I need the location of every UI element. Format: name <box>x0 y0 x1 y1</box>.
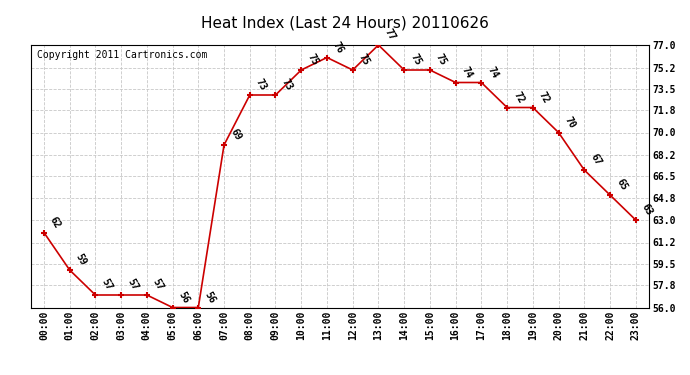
Text: 76: 76 <box>331 39 346 55</box>
Text: 75: 75 <box>306 52 320 67</box>
Text: 67: 67 <box>589 152 603 167</box>
Text: 74: 74 <box>486 64 500 80</box>
Text: 65: 65 <box>614 177 629 192</box>
Text: 72: 72 <box>537 90 551 105</box>
Text: 73: 73 <box>254 77 268 92</box>
Text: Heat Index (Last 24 Hours) 20110626: Heat Index (Last 24 Hours) 20110626 <box>201 15 489 30</box>
Text: 57: 57 <box>99 277 114 292</box>
Text: 63: 63 <box>640 202 654 217</box>
Text: 77: 77 <box>382 27 397 42</box>
Text: 56: 56 <box>202 290 217 305</box>
Text: 57: 57 <box>151 277 166 292</box>
Text: 57: 57 <box>126 277 140 292</box>
Text: 74: 74 <box>460 64 474 80</box>
Text: 75: 75 <box>434 52 448 67</box>
Text: 56: 56 <box>177 290 191 305</box>
Text: 73: 73 <box>279 77 294 92</box>
Text: 72: 72 <box>511 90 526 105</box>
Text: 75: 75 <box>357 52 371 67</box>
Text: 59: 59 <box>74 252 88 267</box>
Text: Copyright 2011 Cartronics.com: Copyright 2011 Cartronics.com <box>37 50 208 60</box>
Text: 62: 62 <box>48 214 63 230</box>
Text: 69: 69 <box>228 127 243 142</box>
Text: 70: 70 <box>563 114 578 130</box>
Text: 75: 75 <box>408 52 423 67</box>
